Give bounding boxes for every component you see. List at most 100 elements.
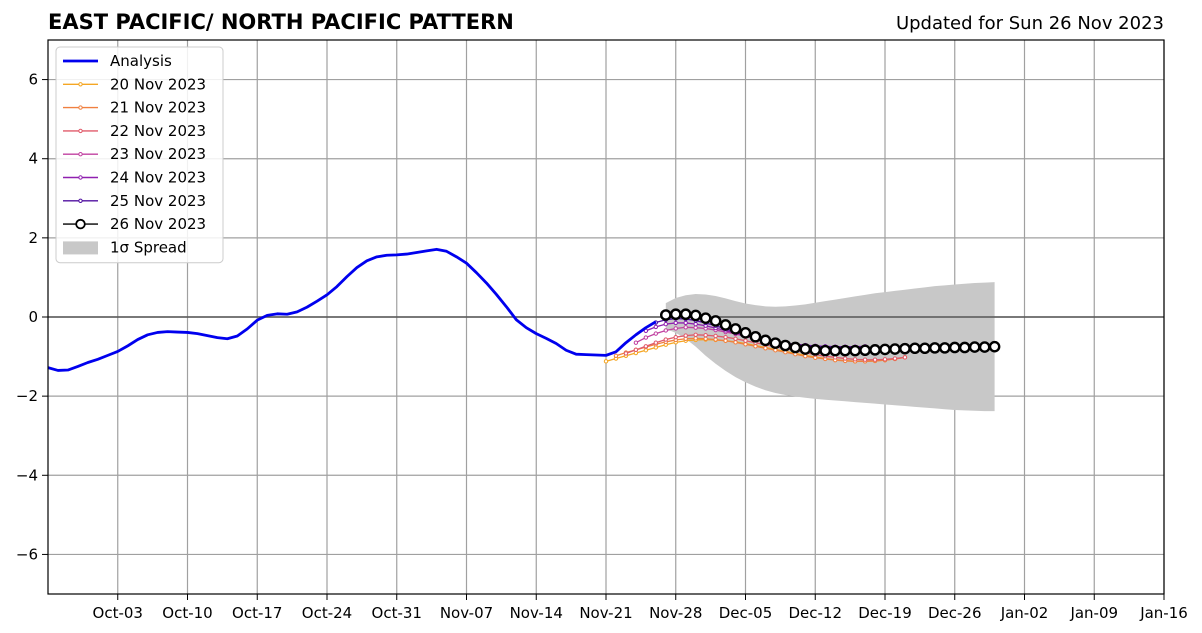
y-tick-label: −6 [16, 545, 38, 563]
forecast-point [653, 340, 659, 345]
x-tick-label: Jan-16 [1139, 604, 1188, 622]
forecast-point [623, 351, 629, 356]
legend-label: 24 Nov 2023 [110, 169, 206, 187]
forecast-point [803, 353, 808, 359]
forecast-point [733, 340, 738, 345]
forecast-point [829, 344, 841, 357]
forecast-point [663, 337, 668, 342]
forecast-point [703, 333, 708, 338]
forecast-point [713, 337, 718, 342]
x-tick-label: Oct-03 [93, 604, 143, 622]
forecast-point [892, 356, 898, 361]
legend-item: 23 Nov 2023 [63, 145, 206, 163]
forecast-point [849, 344, 861, 357]
forecast-point [693, 325, 698, 330]
forecast-point [643, 335, 649, 340]
legend-label: 26 Nov 2023 [110, 215, 206, 233]
legend-item: 20 Nov 2023 [63, 75, 206, 93]
forecast-point [723, 334, 728, 340]
legend-marker [78, 82, 83, 87]
legend: Analysis 20 Nov 2023 21 Nov 2023 22 Nov 202… [55, 46, 224, 264]
forecast-point [713, 333, 718, 339]
forecast-point [879, 343, 891, 356]
forecast-point [603, 359, 609, 364]
legend-swatch [63, 241, 98, 255]
legend-label: 1σ Spread [110, 238, 187, 256]
forecast-point [902, 355, 908, 360]
forecast-point [938, 342, 951, 354]
forecast-point [749, 330, 762, 343]
forecast-point [673, 334, 678, 340]
forecast-point [799, 343, 812, 355]
forecast-point [819, 344, 832, 357]
legend-label: 25 Nov 2023 [110, 192, 206, 210]
legend-label: 20 Nov 2023 [110, 75, 206, 93]
legend-item: Analysis [63, 52, 172, 70]
forecast-point [869, 344, 881, 356]
forecast-point [929, 342, 941, 354]
x-tick-label: Nov-07 [440, 604, 493, 622]
forecast-point [693, 321, 698, 327]
y-tick-label: 2 [28, 229, 38, 247]
forecast-point [669, 308, 682, 321]
analysis-line [47, 247, 657, 372]
forecast-point [899, 342, 911, 355]
forecast-point [653, 324, 659, 330]
forecast-26-nov-2023 [659, 308, 1001, 357]
forecast-point [968, 341, 981, 353]
legend-label: 21 Nov 2023 [110, 99, 206, 117]
legend-item: 22 Nov 2023 [63, 122, 206, 140]
forecast-point [753, 344, 758, 349]
legend-marker [75, 218, 86, 230]
forecast-point [633, 340, 639, 345]
legend-marker [78, 128, 83, 134]
forecast-point [872, 357, 878, 362]
forecast-point [683, 320, 688, 326]
x-tick-label: Nov-14 [510, 604, 563, 622]
forecast-point [958, 341, 971, 354]
forecast-point [743, 338, 748, 343]
x-tick-label: Dec-05 [719, 604, 773, 622]
forecast-point [663, 321, 668, 327]
forecast-point [643, 344, 649, 349]
legend-marker [78, 198, 83, 204]
x-tick-label: Nov-28 [649, 604, 702, 622]
legend-item: 21 Nov 2023 [63, 99, 206, 117]
legend-label: Analysis [110, 52, 172, 70]
x-tick-label: Dec-12 [788, 604, 842, 622]
x-tick-label: Oct-31 [372, 604, 422, 622]
forecast-point [743, 342, 748, 347]
legend-marker [78, 152, 83, 157]
x-tick-label: Dec-19 [858, 604, 912, 622]
forecast-point [909, 342, 921, 355]
forecast-point [653, 331, 659, 336]
forecast-point [773, 348, 778, 353]
forecast-point [673, 320, 678, 326]
forecast-point [719, 319, 732, 331]
forecast-point [889, 343, 901, 355]
forecast-point [693, 332, 698, 338]
chart-subtitle: Updated for Sun 26 Nov 2023 [896, 13, 1164, 34]
forecast-point [882, 357, 888, 362]
y-tick-label: 0 [28, 308, 38, 326]
legend-marker [78, 175, 83, 180]
forecast-point [763, 346, 768, 351]
forecast-point [842, 356, 848, 361]
forecast-point [659, 309, 672, 321]
x-tick-label: Oct-24 [302, 604, 352, 622]
forecast-point [919, 342, 931, 355]
forecast-point [683, 333, 688, 338]
forecast-point [683, 325, 688, 330]
forecast-21-nov-2023 [613, 336, 908, 364]
legend-label: 23 Nov 2023 [110, 145, 206, 163]
forecast-point [988, 340, 1001, 353]
forecast-point [769, 337, 782, 349]
forecast-point [723, 338, 728, 343]
x-tick-label: Oct-17 [232, 604, 282, 622]
forecast-point [733, 336, 738, 341]
forecast-point [709, 315, 722, 327]
forecast-point [699, 312, 712, 324]
analysis-series [47, 247, 657, 372]
forecast-point [673, 326, 678, 331]
